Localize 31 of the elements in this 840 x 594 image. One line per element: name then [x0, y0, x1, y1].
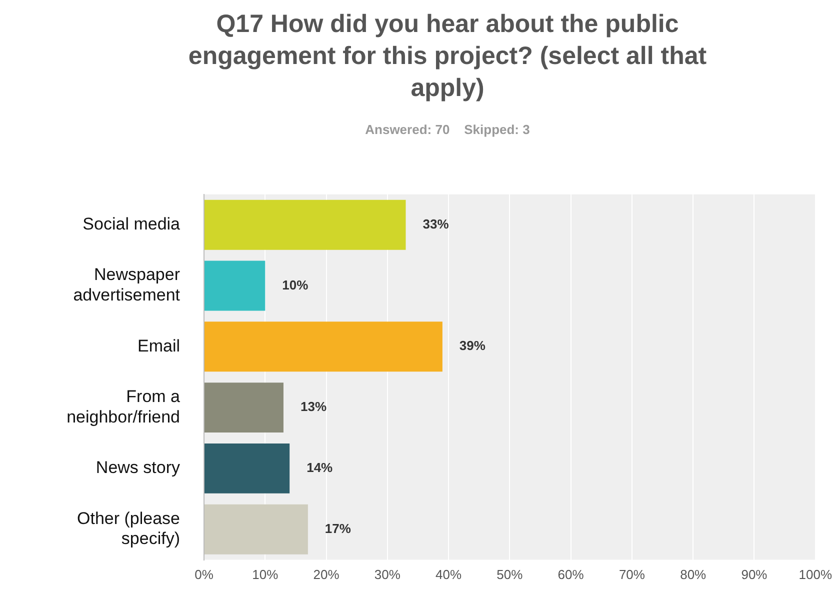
x-tick-label: 100% [798, 567, 832, 582]
bar [204, 382, 284, 433]
bar [204, 260, 266, 311]
x-tick-label: 50% [496, 567, 524, 582]
y-tick-label: Other (please specify) [77, 508, 180, 548]
data-label: 14% [306, 460, 334, 476]
bar [204, 322, 442, 372]
x-tick-label: 60% [558, 567, 584, 582]
data-label: 39% [459, 338, 486, 354]
x-tick-label: 0% [194, 567, 214, 582]
y-tick-label: From a neighbor/friend [66, 387, 181, 426]
y-tick-label: News story [96, 458, 180, 478]
x-tick-label: 80% [680, 567, 707, 582]
x-tick-label: 70% [618, 567, 646, 582]
data-label: 17% [324, 520, 352, 536]
bar [204, 200, 406, 250]
y-tick-label: Social media [82, 214, 181, 234]
data-label: 13% [300, 399, 327, 414]
y-tick-label: Newspaper advertisement [73, 265, 180, 305]
chart-subtitle: Answered: 70 Skipped: 3 [364, 122, 531, 137]
x-tick-label: 10% [252, 567, 279, 582]
data-label: 33% [422, 216, 450, 232]
chart-title: Q17 How did you hear about the public engagement for this project? (select all that apply) [187, 9, 708, 104]
x-tick-label: 30% [374, 567, 401, 582]
data-label: 10% [282, 277, 309, 292]
y-tick-label: Email [137, 336, 180, 356]
bar [204, 443, 290, 494]
x-tick-label: 20% [313, 567, 340, 582]
x-tick-label: 90% [741, 567, 768, 582]
x-tick-label: 40% [436, 567, 462, 582]
bar [204, 504, 308, 554]
